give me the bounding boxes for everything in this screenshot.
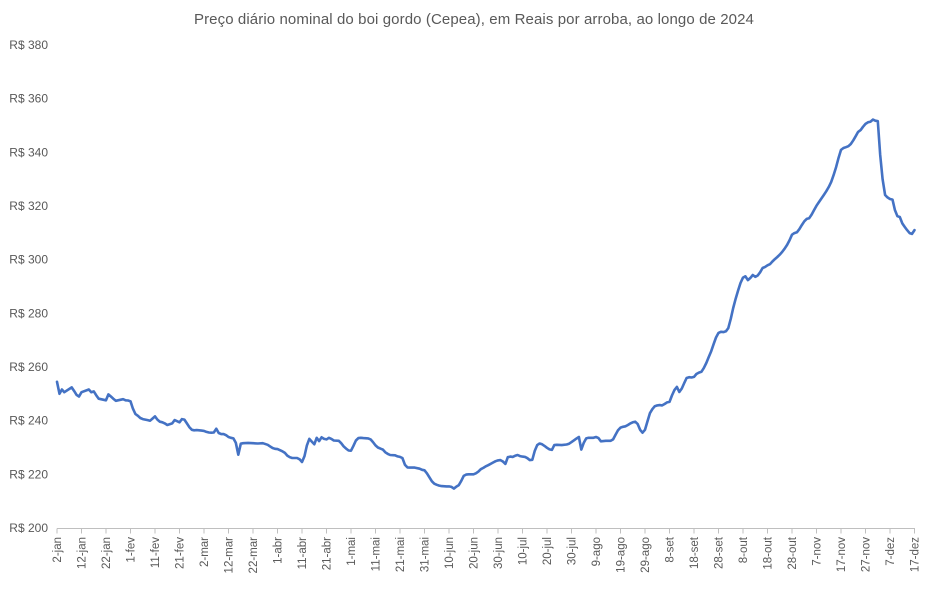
chart-title: Preço diário nominal do boi gordo (Cepea… [193,11,754,28]
y-axis-label: R$ 300 [9,253,48,267]
y-axis-label: R$ 240 [9,414,48,428]
y-axis-label: R$ 320 [9,199,48,213]
x-axis-label: 17-nov [836,537,848,572]
x-axis-label: 10-jun [444,537,456,569]
x-axis-label: 19-ago [616,537,628,573]
x-axis-label: 8-set [665,536,677,562]
x-axis-label: 22-jan [101,537,113,569]
x-axis-label: 20-jul [542,537,554,565]
x-axis-label: 28-out [787,536,799,569]
y-axis-label: R$ 220 [9,467,48,481]
x-axis-label: 7-dez [885,537,897,566]
price-line [55,118,916,490]
x-axis-label: 27-nov [861,537,873,572]
x-axis-label: 11-mai [371,537,383,571]
x-axis-label: 17-dez [910,537,922,572]
x-axis-label: 22-mar [248,537,260,574]
y-axis-label: R$ 280 [9,306,48,320]
x-axis-label: 8-out [738,536,750,563]
x-axis-label: 1-mai [346,537,358,566]
x-axis-label: 11-abr [297,537,309,570]
x-axis-label: 21-fev [175,537,187,569]
x-axis-label: 1-fev [126,537,138,563]
y-axis-label: R$ 360 [9,92,48,106]
y-axis-label: R$ 260 [9,360,48,374]
x-axis-label: 1-abr [273,537,285,564]
x-axis-label: 12-jan [77,537,89,569]
x-axis-label: 10-jul [518,537,530,565]
y-axis-label: R$ 380 [9,38,48,52]
x-axis-label: 18-set [689,536,701,569]
y-axis-label: R$ 340 [9,145,48,159]
x-axis-label: 7-nov [812,537,824,566]
x-axis-label: 2-mar [199,537,211,567]
x-axis-label: 30-jul [567,537,579,565]
x-axis-label: 20-jun [469,537,481,569]
x-axis-label: 30-jun [493,537,505,569]
x-axis-label: 2-jan [52,537,64,563]
x-axis-label: 21-mai [395,537,407,572]
x-axis-label: 28-set [714,536,726,569]
x-axis-label: 9-ago [591,537,603,566]
x-axis-label: 12-mar [224,537,236,574]
x-axis-label: 11-fev [150,537,162,568]
x-axis-label: 21-abr [322,537,334,570]
x-axis-label: 31-mai [420,537,432,572]
x-axis-label: 29-ago [640,537,652,573]
x-axis-label: 18-out [763,536,775,569]
y-axis-label: R$ 200 [9,521,48,535]
